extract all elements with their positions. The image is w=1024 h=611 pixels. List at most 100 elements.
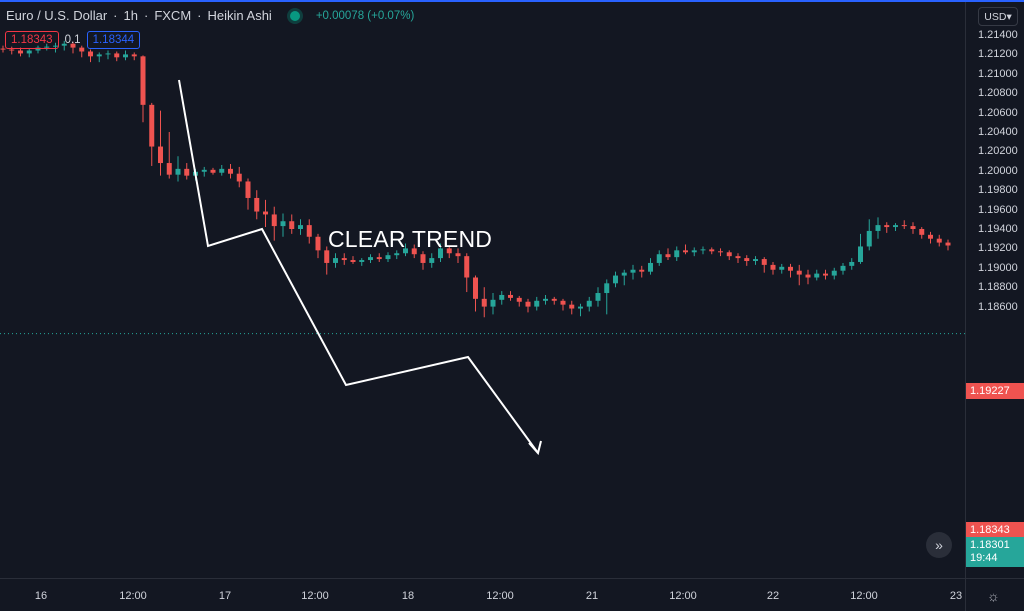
candle-body xyxy=(35,47,41,51)
candle-body xyxy=(928,234,933,239)
time-tick-label: 12:00 xyxy=(486,590,514,602)
candle-body xyxy=(166,163,172,175)
candle-body xyxy=(604,283,610,294)
candle-body xyxy=(341,258,347,261)
chart-style[interactable]: Heikin Ashi xyxy=(207,8,272,23)
candle-body xyxy=(901,225,907,227)
time-tick-label: 12:00 xyxy=(669,590,697,602)
candle-body xyxy=(595,293,601,301)
candle-body xyxy=(831,270,837,276)
candle-body xyxy=(280,221,286,227)
price-tick-label: 1.21400 xyxy=(978,29,1018,41)
candle-body xyxy=(744,258,750,262)
bid-price-tag: 1.18301 19:44 xyxy=(966,537,1024,567)
price-tick-label: 1.20400 xyxy=(978,126,1018,138)
candle-series xyxy=(0,40,951,318)
candle-body xyxy=(298,225,303,229)
candle-body xyxy=(525,301,531,307)
candle-body xyxy=(438,248,443,259)
candle-body xyxy=(499,294,505,300)
price-tick-label: 1.18600 xyxy=(978,300,1018,313)
candle-body xyxy=(639,269,645,272)
candle-body xyxy=(788,266,793,271)
currency-button[interactable]: USD ▾ xyxy=(978,7,1018,26)
time-tick-label: 21 xyxy=(585,590,599,602)
candle-body xyxy=(534,300,540,307)
candle-body xyxy=(131,54,137,57)
trend-arrowhead xyxy=(528,440,542,456)
candle-body xyxy=(849,261,855,266)
candle-body xyxy=(114,53,120,58)
price-tick-label: 1.19400 xyxy=(978,223,1018,235)
double-chevron-right-icon[interactable]: » xyxy=(926,532,952,558)
candle-body xyxy=(656,254,662,263)
candle-body xyxy=(123,54,128,58)
candle-body xyxy=(411,248,417,255)
candle-body xyxy=(551,298,557,301)
price-change: +0.00078 (+0.07%) xyxy=(315,9,415,22)
buy-button[interactable]: 1.18344 xyxy=(86,31,141,49)
candle-body xyxy=(875,225,881,231)
candle-body xyxy=(228,168,233,174)
candle-body xyxy=(149,104,155,147)
candle-body xyxy=(368,257,373,261)
axis-corner xyxy=(965,578,1024,611)
window-top-border xyxy=(0,0,1024,2)
price-tick-label: 1.19000 xyxy=(978,261,1018,274)
price-tick-label: 1.18800 xyxy=(978,281,1018,294)
candlestick-chart[interactable] xyxy=(0,2,965,578)
candle-body xyxy=(175,168,181,175)
candle-body xyxy=(271,214,277,227)
candle-body xyxy=(473,277,478,299)
candle-body xyxy=(735,256,741,259)
time-tick-label: 12:00 xyxy=(119,590,147,602)
candle-body xyxy=(543,298,548,301)
candle-body xyxy=(324,250,330,263)
candle-body xyxy=(306,225,312,237)
candle-body xyxy=(455,253,461,257)
interval[interactable]: 1h xyxy=(123,8,138,23)
candle-body xyxy=(394,253,400,256)
candle-body xyxy=(18,50,23,54)
gear-icon[interactable]: ☼ xyxy=(987,588,1000,604)
candle-body xyxy=(936,238,942,243)
price-tick-label: 1.19200 xyxy=(978,242,1018,255)
last-ha-price-tag: 1.19227 xyxy=(966,383,1024,399)
candle-body xyxy=(70,43,76,48)
price-axis[interactable] xyxy=(965,2,1024,578)
candle-body xyxy=(910,226,916,229)
candle-body xyxy=(9,49,15,51)
sell-button[interactable]: 1.18343 xyxy=(5,31,59,49)
candle-body xyxy=(44,46,50,48)
time-tick-label: 23 xyxy=(949,590,963,602)
candle-body xyxy=(201,169,207,172)
candle-body xyxy=(779,266,785,270)
candle-body xyxy=(823,273,828,276)
time-tick-label: 16 xyxy=(34,590,48,602)
candle-body xyxy=(481,298,487,307)
candle-body xyxy=(105,53,111,55)
candle-body xyxy=(858,246,863,262)
symbol-legend[interactable]: Euro / U.S. Dollar · 1h · FXCM · Heikin … xyxy=(6,8,414,23)
candle-body xyxy=(158,146,163,164)
candle-body xyxy=(796,270,802,275)
symbol-name[interactable]: Euro / U.S. Dollar xyxy=(6,8,108,23)
time-tick-label: 22 xyxy=(766,590,780,602)
candle-body xyxy=(648,262,653,272)
time-axis[interactable] xyxy=(0,578,965,611)
bid-price: 1.18301 xyxy=(970,539,1010,551)
candle-body xyxy=(770,264,776,270)
price-tick-label: 1.20200 xyxy=(978,145,1018,158)
candle-body xyxy=(464,256,470,278)
candle-body xyxy=(586,300,592,307)
candle-body xyxy=(516,297,522,302)
candle-body xyxy=(245,181,251,198)
chart-area[interactable]: CLEAR TREND xyxy=(0,2,965,578)
candle-body xyxy=(315,236,321,251)
currency-label: USD xyxy=(984,10,1007,23)
candle-body xyxy=(219,168,225,173)
annotation-text: CLEAR TREND xyxy=(328,226,493,252)
candle-body xyxy=(236,173,242,182)
candle-body xyxy=(753,259,758,262)
candle-body xyxy=(718,251,723,253)
